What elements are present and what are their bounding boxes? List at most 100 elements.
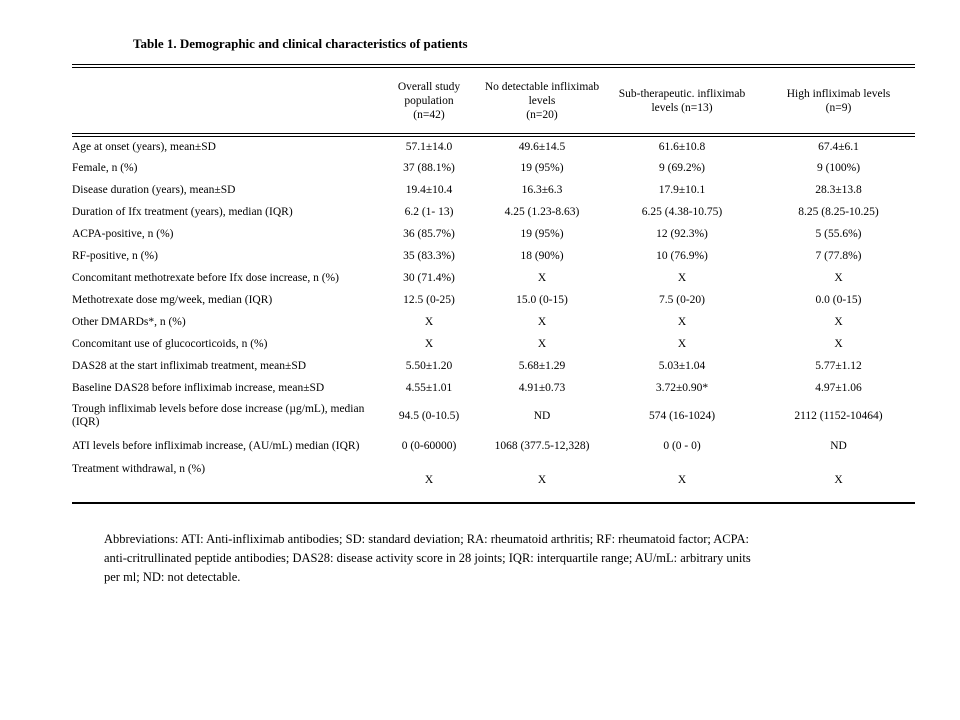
- header-empty: [72, 66, 376, 137]
- cell: 4.97±1.06: [815, 381, 862, 394]
- cell: X: [677, 271, 687, 284]
- header-row: Overall study population (n=42) No detec…: [72, 66, 915, 137]
- cell: 61.6±10.8: [658, 140, 706, 153]
- cell: 36 (85.7%): [403, 227, 455, 240]
- table-row: Age at onset (years), mean±SD 57.1±14.0 …: [72, 135, 915, 157]
- cell: 35 (83.3%): [403, 249, 455, 262]
- row-label: Concomitant methotrexate before Ifx dose…: [72, 271, 339, 284]
- table-row: Trough infliximab levels before dose inc…: [72, 399, 915, 433]
- cell: X: [677, 337, 687, 350]
- cell: 0.0 (0-15): [815, 293, 862, 306]
- row-label: Duration of Ifx treatment (years), media…: [72, 205, 293, 218]
- cell: 12 (92.3%): [656, 227, 708, 240]
- cell: 8.25 (8.25-10.25): [798, 205, 879, 218]
- table-row: Concomitant methotrexate before Ifx dose…: [72, 267, 915, 289]
- cell: 67.4±6.1: [818, 140, 859, 153]
- cell: 18 (90%): [520, 249, 564, 262]
- cell: 94.5 (0-10.5): [398, 409, 460, 422]
- demographics-table: Overall study population (n=42) No detec…: [72, 64, 915, 504]
- cell: 4.91±0.73: [518, 381, 566, 394]
- cell: 10 (76.9%): [656, 249, 708, 262]
- cell: X: [537, 315, 547, 328]
- cell: 7.5 (0-20): [659, 293, 705, 306]
- cell: 19.4±10.4: [405, 183, 453, 196]
- cell: 5.77±1.12: [815, 359, 862, 372]
- row-label: ATI levels before infliximab increase, (…: [72, 439, 360, 452]
- cell: X: [424, 315, 434, 328]
- cell: 4.55±1.01: [405, 381, 453, 394]
- cell: 57.1±14.0: [405, 140, 453, 153]
- cell: X: [834, 271, 843, 284]
- cell: 30 (71.4%): [403, 271, 455, 284]
- row-label: Disease duration (years), mean±SD: [72, 183, 236, 196]
- cell: 7 (77.8%): [815, 249, 862, 262]
- cell: 6.25 (4.38-10.75): [641, 205, 723, 218]
- cell: 9 (69.2%): [659, 161, 705, 174]
- cell: 49.6±14.5: [518, 140, 566, 153]
- table-row: Concomitant use of glucocorticoids, n (%…: [72, 333, 915, 355]
- table-row: Treatment withdrawal, n (%) X X X X: [72, 459, 915, 503]
- cell: 5 (55.6%): [815, 227, 862, 240]
- cell: 6.2 (1- 13): [404, 205, 454, 218]
- cell: 1068 (377.5-12,328): [494, 439, 590, 452]
- cell: 37 (88.1%): [403, 161, 455, 174]
- row-label: DAS28 at the start infliximab treatment,…: [72, 359, 307, 372]
- abbreviations-footnote: Abbreviations: ATI: Anti-infliximab anti…: [104, 532, 751, 584]
- cell: 574 (16-1024): [648, 409, 716, 422]
- row-label: ACPA-positive, n (%): [72, 227, 174, 240]
- cell: 0 (0 - 0): [663, 439, 701, 452]
- cell: X: [834, 474, 843, 486]
- table-row: RF-positive, n (%) 35 (83.3%) 18 (90%) 1…: [72, 245, 915, 267]
- cell: 28.3±13.8: [815, 183, 862, 196]
- row-label: Age at onset (years), mean±SD: [72, 140, 216, 153]
- row-label: Other DMARDs*, n (%): [72, 315, 186, 328]
- cell: X: [537, 474, 547, 486]
- row-label: Female, n (%): [72, 161, 138, 174]
- cell: 19 (95%): [520, 227, 564, 240]
- row-label: Baseline DAS28 before infliximab increas…: [72, 381, 325, 394]
- header-high: High infliximab levels (n=9): [762, 66, 915, 137]
- table-row: Baseline DAS28 before infliximab increas…: [72, 377, 915, 399]
- table-row: Disease duration (years), mean±SD 19.4±1…: [72, 179, 915, 201]
- cell: X: [677, 315, 687, 328]
- table-row: Duration of Ifx treatment (years), media…: [72, 201, 915, 223]
- cell: 4.25 (1.23-8.63): [504, 205, 580, 218]
- cell: ND: [533, 409, 551, 422]
- cell: 0 (0-60000): [401, 439, 457, 452]
- cell: 17.9±10.1: [658, 183, 706, 196]
- row-label: Methotrexate dose mg/week, median (IQR): [72, 293, 273, 306]
- header-overall: Overall study population (n=42): [376, 66, 482, 137]
- cell: X: [677, 474, 687, 486]
- cell: 12.5 (0-25): [403, 293, 455, 306]
- cell: X: [834, 337, 843, 350]
- cell: X: [537, 337, 547, 350]
- cell: X: [424, 474, 434, 486]
- cell: 5.68±1.29: [518, 359, 566, 372]
- row-label: Concomitant use of glucocorticoids, n (%…: [72, 337, 268, 350]
- cell: 2112 (1152-10464): [794, 409, 883, 422]
- row-label: Treatment withdrawal, n (%): [72, 463, 206, 475]
- table-row: Methotrexate dose mg/week, median (IQR) …: [72, 289, 915, 311]
- table-title: Table 1. Demographic and clinical charac…: [133, 36, 468, 51]
- cell: X: [834, 315, 843, 328]
- cell: 15.0 (0-15): [516, 293, 568, 306]
- table-row: ATI levels before infliximab increase, (…: [72, 433, 915, 459]
- cell: 19 (95%): [520, 161, 564, 174]
- table-row: Other DMARDs*, n (%) X X X X: [72, 311, 915, 333]
- cell: 3.72±0.90*: [655, 381, 709, 394]
- cell: 16.3±6.3: [521, 183, 563, 196]
- cell: 5.50±1.20: [405, 359, 453, 372]
- header-no-detectable: No detectable infliximab levels (n=20): [482, 66, 602, 137]
- table-row: Female, n (%) 37 (88.1%) 19 (95%) 9 (69.…: [72, 157, 915, 179]
- cell: X: [424, 337, 434, 350]
- cell: X: [537, 271, 547, 284]
- header-subtherapeutic: Sub-therapeutic. infliximab levels (n=13…: [602, 66, 762, 137]
- row-label: Trough infliximab levels before dose inc…: [72, 403, 365, 428]
- row-label: RF-positive, n (%): [72, 249, 158, 262]
- cell: 5.03±1.04: [658, 359, 706, 372]
- cell: 9 (100%): [816, 161, 861, 174]
- table-row: ACPA-positive, n (%) 36 (85.7%) 19 (95%)…: [72, 223, 915, 245]
- cell: ND: [830, 439, 847, 452]
- table-row: DAS28 at the start infliximab treatment,…: [72, 355, 915, 377]
